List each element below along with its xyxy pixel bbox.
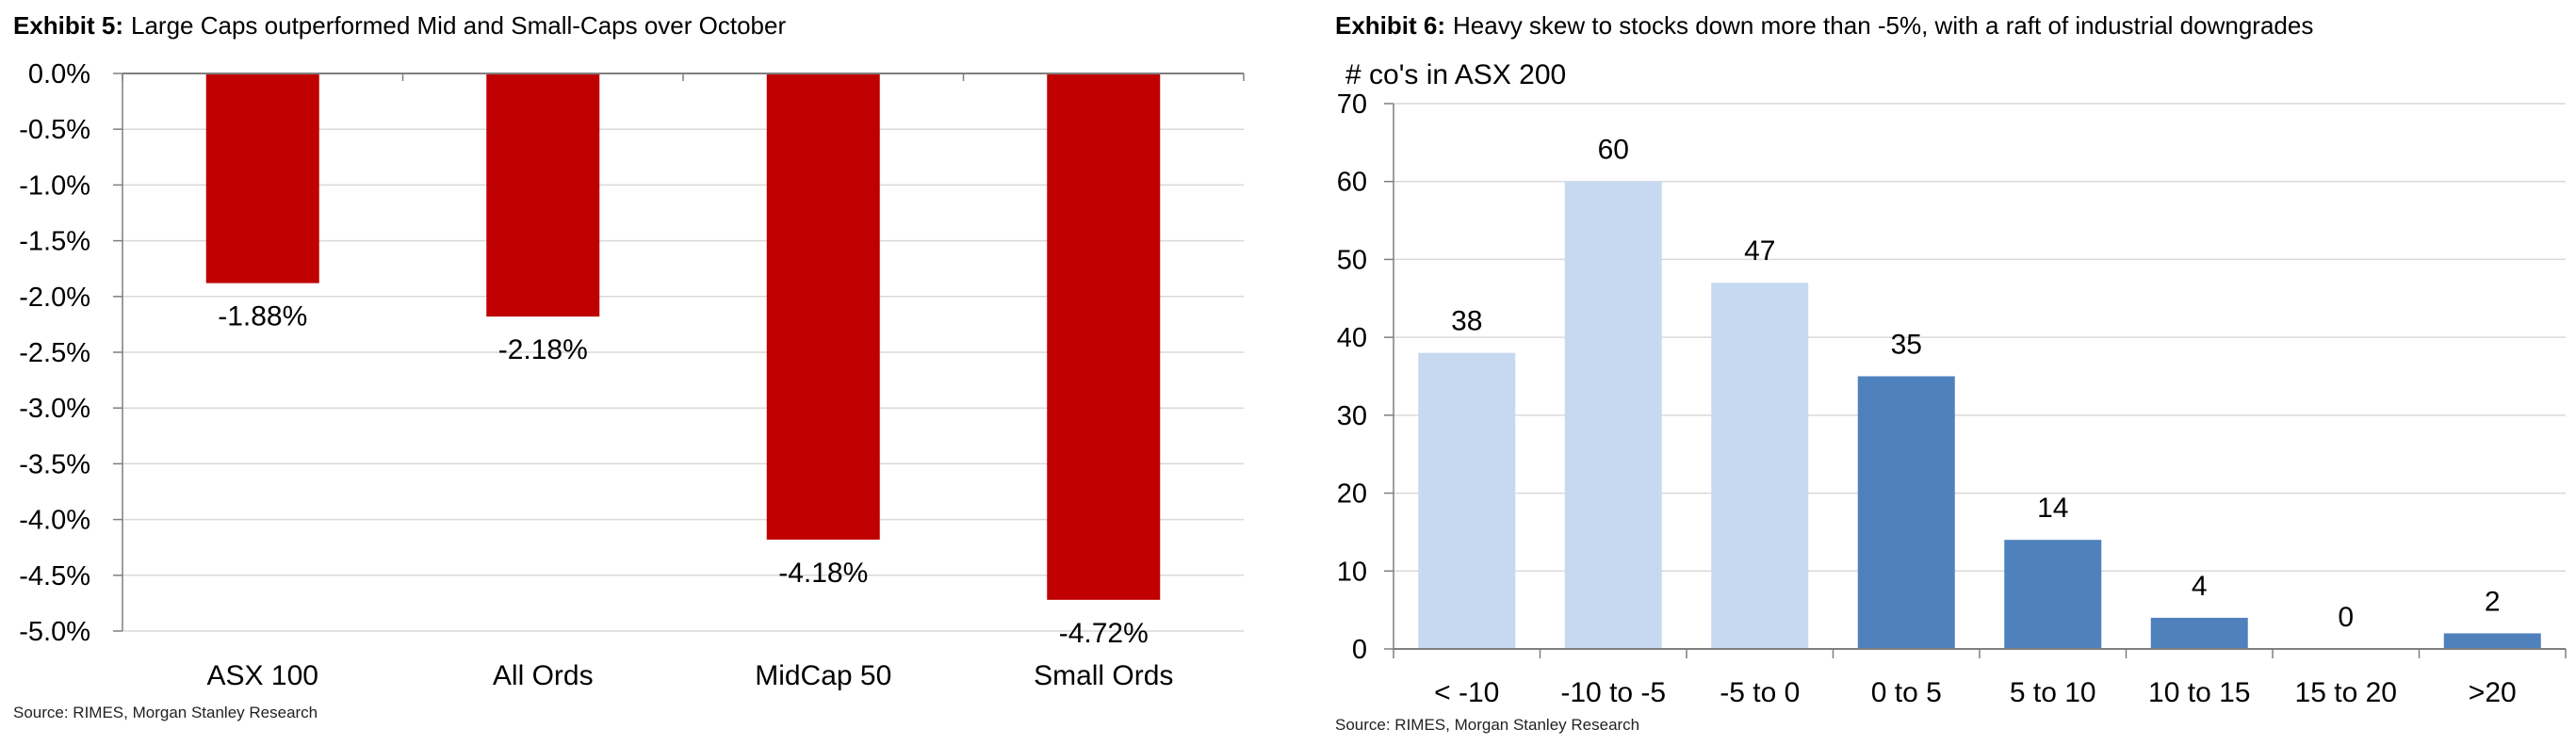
y-tick-label: -2.0%	[19, 283, 90, 313]
bar	[766, 73, 880, 540]
category-label: Small Ords	[1034, 660, 1173, 691]
category-label: 5 to 10	[2010, 677, 2096, 708]
data-label: -4.18%	[778, 558, 868, 589]
data-label: 14	[2037, 493, 2068, 524]
y-tick-label: -3.0%	[19, 394, 90, 424]
data-label: -1.88%	[218, 301, 307, 332]
exhibit-6-title: Exhibit 6: Heavy skew to stocks down more…	[1335, 11, 2313, 40]
y-tick-label: -5.0%	[19, 617, 90, 647]
data-label: 4	[2192, 571, 2208, 602]
data-label: 2	[2485, 586, 2501, 617]
y-tick-label: 0	[1352, 635, 1367, 665]
y-tick-label: 60	[1337, 168, 1367, 198]
y-tick-label: 50	[1337, 245, 1367, 275]
bar	[2443, 633, 2541, 649]
y-tick-label: 10	[1337, 557, 1367, 587]
category-label: >20	[2469, 677, 2517, 708]
category-label: 0 to 5	[1871, 677, 1942, 708]
bar	[205, 73, 319, 283]
data-label: 47	[1744, 235, 1775, 267]
category-label: -5 to 0	[1720, 677, 1800, 708]
category-label: < -10	[1434, 677, 1499, 708]
y-axis-title: # co's in ASX 200	[1345, 59, 1566, 90]
bar	[486, 73, 600, 317]
bar	[1047, 73, 1161, 600]
exhibit-5-panel: Exhibit 5: Large Caps outperformed Mid an…	[0, 0, 1281, 745]
y-tick-label: -0.5%	[19, 115, 90, 145]
y-tick-label: 40	[1337, 323, 1367, 353]
exhibit-5-label: Exhibit 5:	[13, 11, 124, 40]
category-label: -10 to -5	[1560, 677, 1666, 708]
y-tick-label: -2.5%	[19, 338, 90, 368]
data-label: 35	[1891, 330, 1922, 361]
category-label: 15 to 20	[2295, 677, 2397, 708]
category-label: MidCap 50	[755, 660, 891, 691]
bar	[2150, 617, 2248, 649]
y-tick-label: 0.0%	[28, 59, 90, 89]
y-tick-label: -1.5%	[19, 227, 90, 257]
category-label: 10 to 15	[2148, 677, 2250, 708]
bar	[1711, 283, 1809, 649]
y-tick-label: -4.0%	[19, 506, 90, 536]
category-label: All Ords	[493, 660, 594, 691]
bar	[1418, 352, 1516, 649]
bar	[2004, 540, 2102, 649]
exhibit-5-title-text: Large Caps outperformed Mid and Small-Ca…	[131, 11, 787, 40]
y-tick-label: -1.0%	[19, 170, 90, 201]
exhibit-6-panel: Exhibit 6: Heavy skew to stocks down more…	[1319, 0, 2576, 745]
exhibit-5-chart: 0.0% -0.5% -1.0% -1.5% -2.0% -2.5% -3.0% -3.5% -…	[19, 59, 1245, 691]
data-label: -2.18%	[498, 334, 588, 365]
data-label: 0	[2338, 602, 2354, 633]
bar	[1857, 376, 1955, 649]
exhibit-5-title: Exhibit 5: Large Caps outperformed Mid an…	[13, 11, 786, 40]
y-tick-label: 30	[1337, 401, 1367, 431]
data-label: 38	[1451, 306, 1482, 337]
exhibit-6-label: Exhibit 6:	[1335, 11, 1446, 40]
exhibit-6-source: Source: RIMES, Morgan Stanley Research	[1335, 716, 1640, 734]
y-tick-label: -3.5%	[19, 449, 90, 479]
data-label: -4.72%	[1059, 618, 1149, 649]
y-tick-label: -4.5%	[19, 561, 90, 591]
exhibit-6-title-text: Heavy skew to stocks down more than -5%,…	[1453, 11, 2314, 40]
data-label: 60	[1598, 135, 1629, 166]
y-tick-label: 20	[1337, 479, 1367, 510]
exhibit-5-source: Source: RIMES, Morgan Stanley Research	[13, 704, 318, 721]
y-tick-label: 70	[1337, 89, 1367, 120]
bar	[1564, 181, 1662, 649]
category-label: ASX 100	[207, 660, 318, 691]
